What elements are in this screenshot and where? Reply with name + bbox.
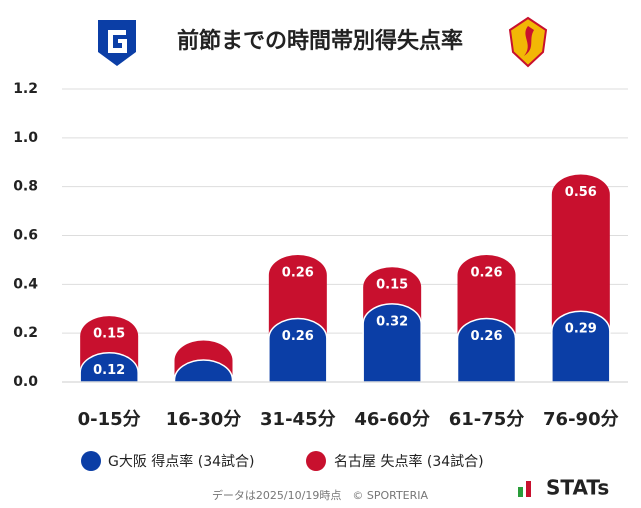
data-label: 0.26: [470, 329, 502, 344]
data-label: 0.26: [282, 329, 314, 344]
x-tick-label: 61-75分: [449, 409, 525, 430]
y-tick-label: 0.4: [13, 276, 38, 292]
y-tick-label: 0.2: [13, 325, 38, 341]
brand-icon: [518, 487, 523, 497]
data-label: 0.15: [93, 327, 125, 342]
y-tick-label: 0.8: [13, 179, 38, 195]
data-label: 0.26: [470, 266, 502, 281]
bar-segment: [362, 303, 422, 383]
x-tick-label: 31-45分: [260, 409, 336, 430]
bar-segment: [173, 359, 234, 383]
x-tick-label: 76-90分: [543, 409, 619, 430]
data-label: 0.15: [376, 278, 408, 293]
y-tick-label: 0.0: [13, 374, 38, 390]
bar-segment: [79, 352, 139, 383]
x-tick-label: 16-30分: [166, 409, 242, 430]
data-label: 0.56: [565, 185, 597, 200]
bar-segment: [268, 317, 328, 383]
y-tick-label: 0.6: [13, 228, 38, 244]
team-logo: [508, 16, 548, 68]
bar-segment: [551, 310, 611, 383]
brand: STATs: [546, 476, 609, 500]
x-tick-label: 46-60分: [354, 409, 430, 430]
data-label: 0.12: [93, 363, 125, 378]
data-label: 0.29: [565, 322, 597, 337]
legend-swatch: [81, 451, 101, 471]
legend-label: G大阪 得点率 (34試合): [108, 453, 255, 470]
legend-swatch: [306, 451, 326, 471]
data-label: 0.32: [376, 314, 408, 329]
data-label: 0.26: [282, 266, 314, 281]
team-logo: [98, 20, 136, 66]
footnote: データは2025/10/19時点 © SPORTERIA: [212, 488, 429, 502]
bar-segment: [456, 317, 517, 383]
y-tick-label: 1.2: [13, 81, 38, 97]
legend-label: 名古屋 失点率 (34試合): [334, 453, 484, 470]
y-tick-label: 1.0: [13, 130, 38, 146]
brand-icon: [526, 481, 531, 497]
chart-title: 前節までの時間帯別得失点率: [177, 28, 463, 54]
x-tick-label: 0-15分: [78, 409, 141, 430]
